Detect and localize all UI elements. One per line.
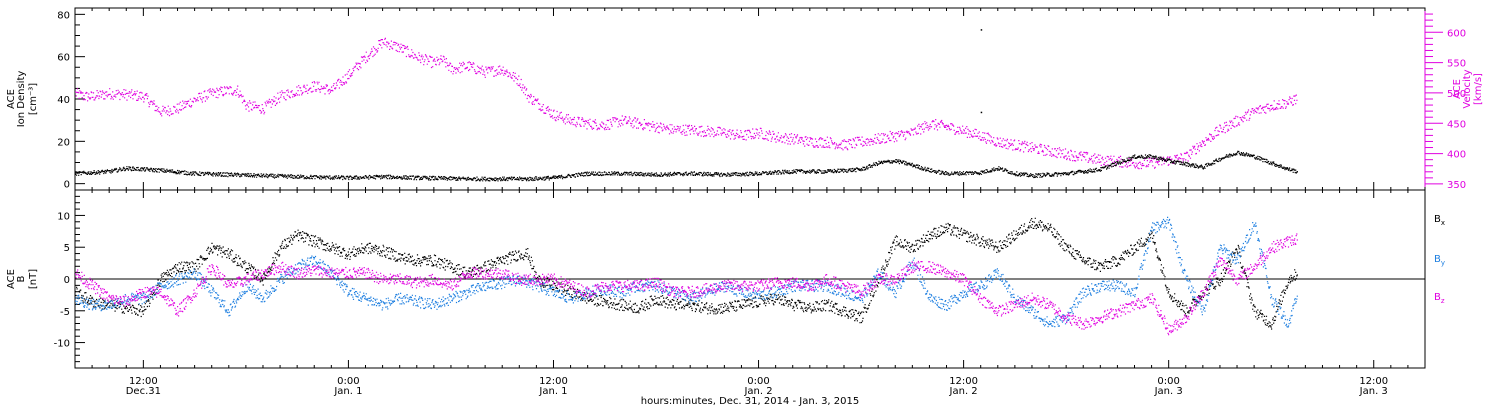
x-tick-label-date: Jan. 2 (743, 386, 772, 397)
top-right-ylabel-line: [km/s] (1473, 73, 1484, 105)
bottom-ytick-label: 10 (57, 211, 70, 222)
x-tick-label-date: Jan. 2 (949, 386, 978, 397)
by-series-points (75, 216, 1298, 328)
x-tick-label-date: Jan. 3 (1154, 386, 1183, 397)
bottom-ylabel-line: ACE (6, 269, 17, 289)
x-tick-label-time: 12:00 (1359, 376, 1388, 387)
bottom-ytick-label: 0 (64, 275, 70, 286)
legend-bz: Bz (1434, 292, 1445, 305)
bottom-ytick-label: 5 (64, 243, 70, 254)
top-right-ytick-label: 350 (1447, 180, 1466, 191)
x-tick-label-date: Jan. 1 (538, 386, 567, 397)
x-tick-label-date: Jan. 3 (1359, 386, 1388, 397)
x-tick-label-time: 12:00 (949, 376, 978, 387)
top-right-ytick-label: 550 (1447, 59, 1466, 70)
top-left-ylabel-line: Ion Density (16, 71, 27, 128)
top-panel-frame (74, 7, 1426, 191)
x-tick-label-time: 12:00 (129, 376, 158, 387)
velocity-series (75, 37, 1298, 170)
top-right-ytick-label: 450 (1447, 119, 1466, 130)
bz-series-points (75, 233, 1298, 336)
x-tick-label-time: 0:00 (337, 376, 359, 387)
legend-sub: z (1441, 297, 1445, 305)
top-left-ytick-label: 40 (57, 95, 70, 106)
bx-series (75, 217, 1298, 330)
top-right-ylabel-line: Velocity (1462, 69, 1473, 108)
top-left-ytick-label: 20 (57, 137, 70, 148)
top-right-ytick-label: 400 (1447, 150, 1466, 161)
x-tick-label-time: 0:00 (1157, 376, 1179, 387)
top-left-ytick-label: 60 (57, 53, 70, 64)
bx-series-points (75, 217, 1298, 330)
velocity-series-points (75, 37, 1298, 170)
density-outlier (980, 29, 983, 31)
bottom-ytick-label: -5 (60, 307, 70, 318)
density-series (75, 150, 1298, 182)
top-left-ytick-label: 80 (57, 10, 70, 21)
top-right-ytick-label: 600 (1447, 28, 1466, 39)
x-tick-label-date: Jan. 1 (333, 386, 362, 397)
top-left-ylabel-line: [cm⁻³] (28, 83, 39, 115)
legend-sub: y (1441, 259, 1445, 267)
legend-main: B (1434, 254, 1441, 265)
legend-by: By (1434, 254, 1445, 267)
by-series (75, 216, 1298, 328)
legend-bx: Bx (1434, 214, 1445, 227)
top-left-ylabel-line: ACE (6, 89, 17, 109)
bottom-ylabel-line: B (16, 275, 27, 282)
bottom-ytick-label: -10 (54, 339, 70, 350)
legend-main: B (1434, 214, 1441, 225)
top-right-ylabel-line: ACE (1452, 79, 1463, 99)
top-right-ytick-label: 500 (1447, 89, 1466, 100)
bottom-ylabel-line: [nT] (28, 269, 39, 289)
legend-main: B (1434, 292, 1441, 303)
x-axis-title: hours:minutes, Dec. 31, 2014 - Jan. 3, 2… (641, 396, 859, 407)
top-left-ytick-label: 0 (64, 180, 70, 191)
x-tick-label-time: 0:00 (747, 376, 769, 387)
x-tick-label-time: 12:00 (539, 376, 568, 387)
x-tick-label-date: Dec.31 (126, 386, 161, 397)
density-outlier (980, 111, 983, 114)
bz-series (75, 233, 1298, 336)
density-series-points (75, 150, 1298, 182)
legend-sub: x (1441, 219, 1445, 227)
